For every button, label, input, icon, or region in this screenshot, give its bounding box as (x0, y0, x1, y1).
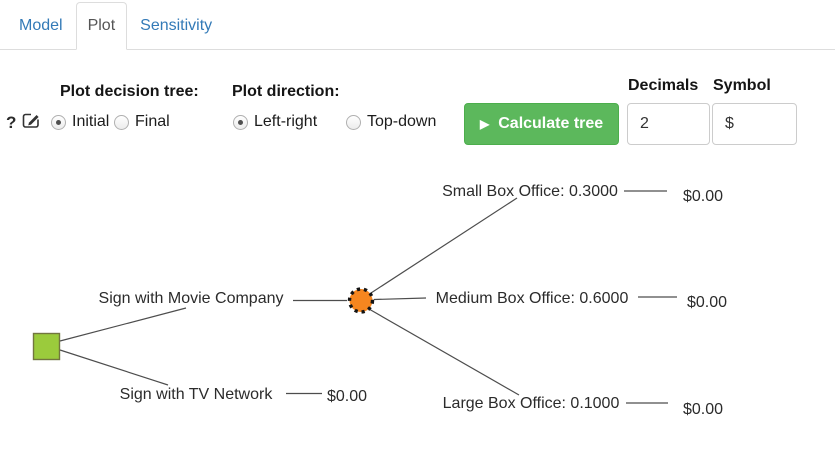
radio-final[interactable] (114, 115, 129, 130)
edit-icon[interactable] (21, 110, 41, 130)
decimals-input[interactable] (627, 103, 710, 145)
tab-sensitivity[interactable]: Sensitivity (140, 17, 213, 34)
radio-top-down[interactable] (346, 115, 361, 130)
radio-top-down-label[interactable]: Top-down (367, 113, 437, 130)
plot-decision-tree-label: Plot decision tree: (60, 83, 199, 100)
edge-chance-large (368, 308, 520, 396)
tab-bar: Model Plot Sensitivity (0, 0, 835, 50)
branch-label-tv: Sign with TV Network (120, 386, 274, 403)
symbol-label: Symbol (713, 77, 771, 94)
help-icon[interactable]: ? (6, 113, 17, 132)
radio-left-right-label[interactable]: Left-right (254, 113, 318, 130)
decision-tree-plot: Sign with Movie Company Sign with TV Net… (32, 183, 727, 418)
plot-toolbar: Plot decision tree: Plot direction: Deci… (0, 52, 835, 160)
calculate-tree-button[interactable]: ▶ Calculate tree (464, 103, 620, 145)
symbol-input[interactable] (712, 103, 797, 145)
radio-initial[interactable] (51, 115, 66, 130)
edge-chance-small (370, 197, 518, 294)
chance-node-circle (347, 287, 375, 314)
medium-payoff-value: $0.00 (687, 294, 727, 311)
tv-payoff-value: $0.00 (327, 388, 367, 405)
edge-root-tv (59, 349, 169, 386)
radio-final-label[interactable]: Final (135, 113, 170, 130)
play-icon: ▶ (480, 117, 490, 131)
branch-label-small: Small Box Office: 0.3000 (442, 183, 618, 200)
radio-initial-label[interactable]: Initial (72, 113, 110, 130)
plot-direction-label: Plot direction: (232, 83, 340, 100)
edge-chance-medium (373, 297, 427, 301)
large-payoff-value: $0.00 (683, 401, 723, 418)
branch-label-large: Large Box Office: 0.1000 (443, 395, 620, 412)
edge-root-movie (59, 307, 187, 342)
small-payoff-value: $0.00 (683, 188, 723, 205)
tab-plot[interactable]: Plot (75, 2, 128, 50)
radio-left-right[interactable] (233, 115, 248, 130)
tree-edges (59, 190, 677, 404)
decision-node-square (32, 332, 61, 361)
decimals-label: Decimals (628, 77, 699, 94)
tab-model[interactable]: Model (19, 17, 63, 34)
branch-label-medium: Medium Box Office: 0.6000 (436, 290, 629, 307)
calculate-tree-label: Calculate tree (498, 115, 604, 132)
branch-label-movie: Sign with Movie Company (99, 290, 284, 307)
